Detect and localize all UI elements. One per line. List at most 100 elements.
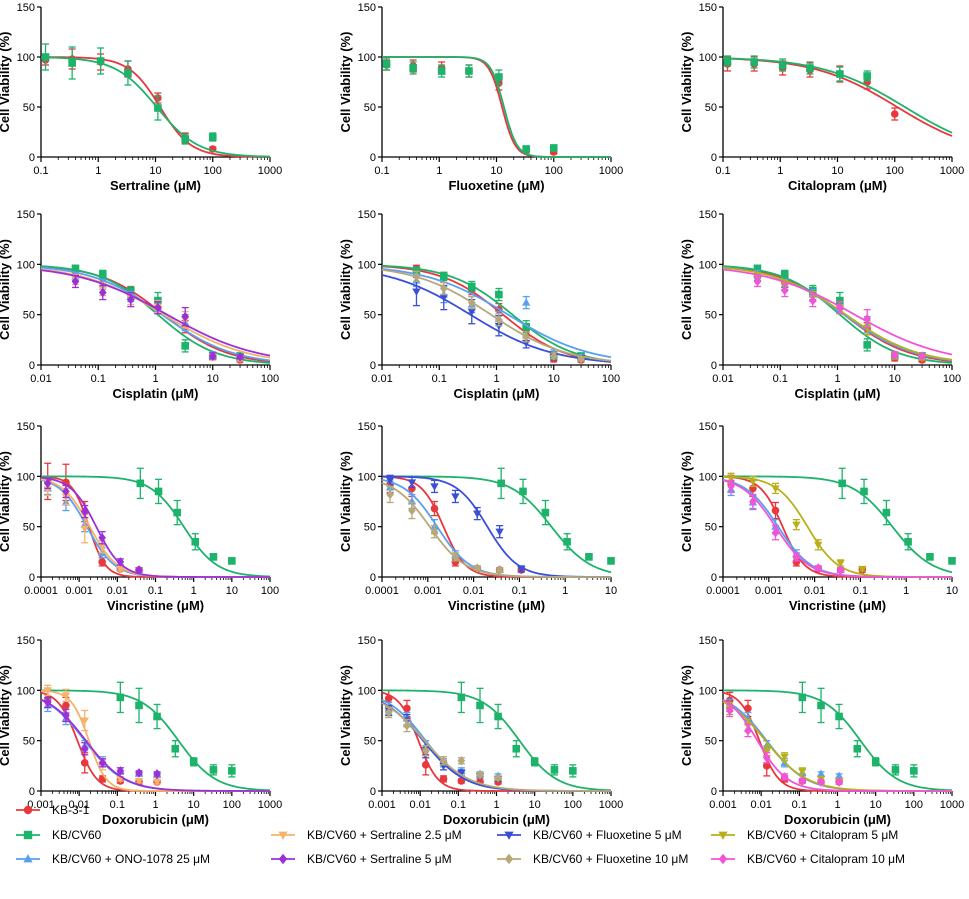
data-point [806,64,814,72]
x-tick-label: 0.1 [374,165,389,177]
x-tick-label: 1 [903,585,909,597]
data-point [43,478,52,489]
y-tick-label: 100 [17,259,35,271]
data-point [80,717,89,725]
data-point [173,508,181,517]
data-point [385,477,395,485]
data-point [926,553,934,561]
data-point [836,70,844,78]
x-tick-label: 100 [545,165,563,177]
x-axis-title: Cisplatin (μM) [113,386,199,401]
data-point [228,557,236,565]
x-tick-label: 0.1 [110,799,125,811]
data-point [135,768,143,778]
data-point [430,526,439,537]
y-tick-label: 50 [364,522,376,534]
series-kb-cv60 [722,467,956,574]
data-point [725,705,734,716]
legend-marker-icon [23,854,33,863]
chart-panel-11: Cell Viability (%)Doxorubicin (μM)050100… [338,635,623,827]
data-point [98,287,107,298]
data-point [549,351,558,361]
x-tick-label: 1000 [599,799,623,811]
data-point [762,753,771,763]
data-point [181,342,189,350]
y-tick-label: 150 [17,2,35,14]
data-point [439,272,448,281]
data-point [495,565,504,575]
y-tick-label: 0 [29,152,35,164]
x-axis-title: Vincristine (μM) [448,598,545,613]
data-point [808,295,817,306]
series-kb-cv60 [40,681,271,792]
data-point [519,487,527,496]
data-point [871,758,880,766]
series-kb-cv60-citalopram-10-m [722,479,952,578]
data-point [495,290,503,299]
data-point [403,720,411,731]
y-tick-label: 0 [370,572,376,584]
data-point [189,758,198,766]
data-point [116,557,125,567]
data-point [860,487,868,496]
legend-label: KB/CV60 + Sertraline 2.5 μM [307,828,462,842]
x-tick-label: 0.1 [512,585,527,597]
y-tick-label: 0 [370,786,376,798]
data-point [208,133,217,141]
fit-curve [381,478,611,578]
data-point [136,479,145,488]
x-tick-label: 100 [261,373,279,385]
data-point [98,758,107,768]
data-point [780,753,789,762]
data-point [780,270,789,279]
data-point [96,57,105,65]
fit-curve [40,268,271,359]
data-point [798,776,807,786]
x-tick-label: 1000 [940,165,964,177]
series-kb-cv60 [381,467,615,574]
x-tick-label: 0.1 [773,373,788,385]
data-point [153,712,161,721]
x-tick-label: 0.1 [451,799,466,811]
legend-label: KB-3-1 [52,803,90,817]
series-kb-cv60 [381,681,612,792]
x-axis-title: Sertraline (μM) [110,178,201,193]
y-tick-label: 100 [699,52,717,64]
x-tick-label: 1000 [258,165,282,177]
x-tick-label: 1 [436,165,442,177]
data-point [154,302,162,313]
data-point [891,766,900,774]
x-tick-label: 100 [204,165,222,177]
x-tick-label: 0.001 [709,799,737,811]
y-tick-label: 50 [23,522,35,534]
x-tick-label: 0.01 [30,373,51,385]
y-tick-label: 0 [711,360,717,372]
data-point [208,351,217,361]
data-point [476,770,484,780]
chart-panel-2: Cell Viability (%) Fluoxetine (μM) 0 50 100 1… [338,2,623,193]
data-point [97,543,107,552]
legend-item-kb-cv60: KB/CV60 [16,828,102,842]
fit-curve [381,475,612,578]
y-tick-label: 0 [370,360,376,372]
data-point [384,707,393,718]
y-tick-label: 100 [699,471,717,483]
data-point [116,766,125,776]
data-point [771,485,780,493]
x-tick-label: 1000 [599,165,623,177]
data-point [497,479,505,488]
legend-label: KB/CV60 + Citalopram 10 μM [747,852,905,866]
data-point [762,747,771,756]
x-tick-label: 1 [493,373,499,385]
data-point [792,552,801,562]
fit-curve [722,478,952,578]
y-tick-label: 150 [17,209,35,221]
x-axis-title: Citalopram (μM) [788,178,887,193]
y-tick-label: 150 [699,421,717,433]
fit-curve [722,268,953,356]
data-point [135,701,143,710]
data-point [550,766,559,774]
data-point [439,283,448,294]
x-tick-label: 0.01 [804,585,825,597]
